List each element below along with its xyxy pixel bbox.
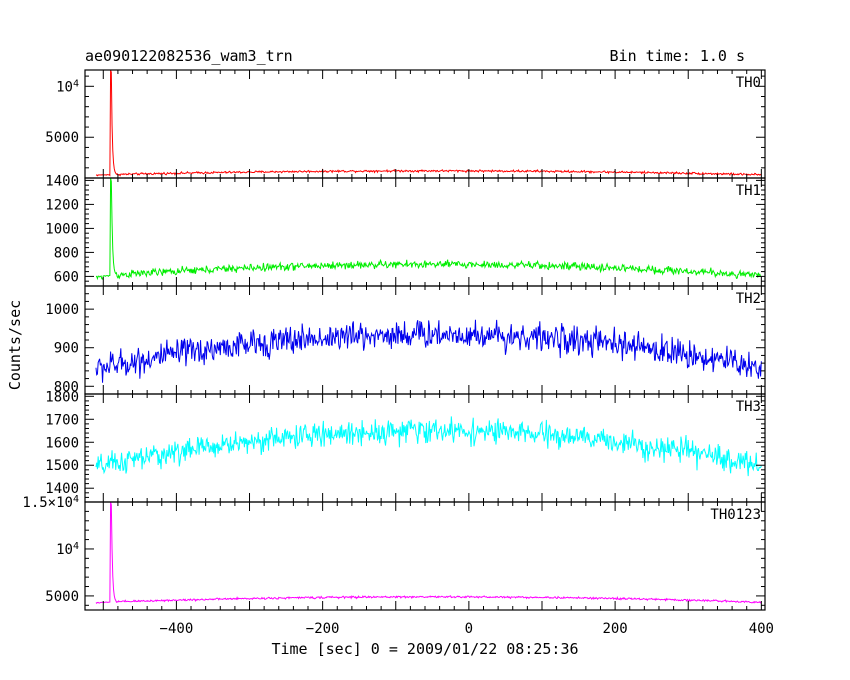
y-tick-label: 800 [54,245,79,261]
bin-time-label: Bin time: 1.0 s [610,47,745,65]
y-tick-label: 5000 [45,130,79,146]
series-line-th2 [95,319,762,383]
panel-th3: 1400 1500 1600 1700 1800 TH3 [45,389,766,503]
panels-group: 5000 104 TH0 600 800 1000 1200 1400 TH1 800 900 100… [22,69,766,611]
panel-label-th1: TH1 [736,183,761,199]
y-tick-label: 1200 [45,197,79,213]
y-tick-label: 1400 [45,481,79,497]
panel-th2: 800 900 1000 TH2 [45,285,766,395]
panel-label-th3: TH3 [736,399,761,415]
panel-label-th0: TH0 [736,75,761,91]
y-tick-label: 5000 [45,589,79,605]
y-axis-label: Counts/sec [6,300,24,390]
x-axis: −400 −200 0 200 400 [160,621,774,637]
y-tick-label: 104 [56,78,79,96]
panel-frame [84,69,766,179]
panel-frame [84,501,766,611]
y-tick-label: 1600 [45,435,79,451]
x-tick-label: 200 [602,621,627,637]
series-line-th0123 [95,502,762,604]
y-tick-label: 900 [54,341,79,357]
series-line-th0 [95,70,762,177]
y-tick-label: 1700 [45,412,79,428]
series-line-th1 [95,178,762,281]
panel-th0123: 5000 104 1.5×104 TH0123 [22,494,766,611]
y-tick-label: 1000 [45,221,79,237]
series-line-th3 [95,416,762,477]
y-tick-label: 1400 [45,173,79,189]
y-tick-label: 1800 [45,389,79,405]
y-tick-label: 800 [54,379,79,395]
x-axis-label: Time [sec] 0 = 2009/01/22 08:25:36 [271,640,578,658]
x-tick-label: −200 [306,621,340,637]
x-tick-label: 400 [749,621,774,637]
y-tick-label: 1.5×104 [22,494,79,512]
y-tick-label: 1500 [45,458,79,474]
y-tick-label: 104 [56,540,79,558]
y-tick-label: 1000 [45,302,79,318]
panel-label-th2: TH2 [736,291,761,307]
panel-label-th0123: TH0123 [710,507,761,523]
panel-th0: 5000 104 TH0 [45,69,766,179]
x-tick-label: 0 [465,621,473,637]
y-tick-label: 600 [54,269,79,285]
panel-th1: 600 800 1000 1200 1400 TH1 [45,173,766,287]
chart-title: ae090122082536_wam3_trn [85,47,293,65]
x-tick-label: −400 [160,621,194,637]
